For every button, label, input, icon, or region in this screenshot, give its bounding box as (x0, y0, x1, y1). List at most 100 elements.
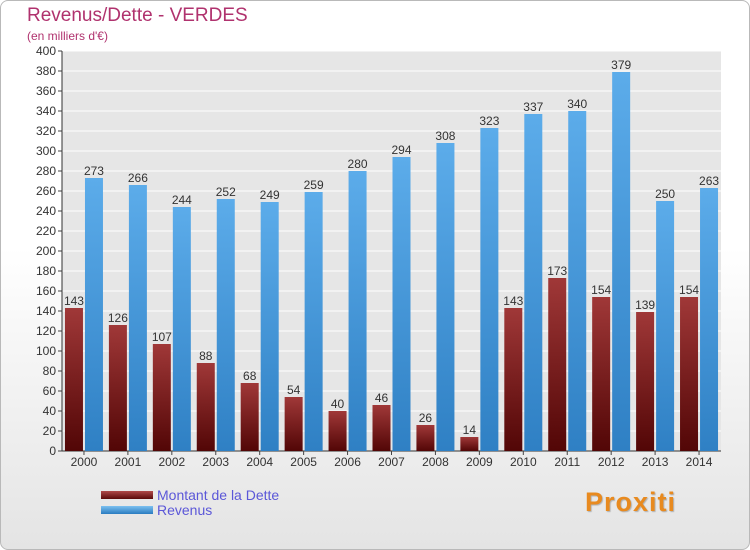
x-tick-label: 2001 (115, 455, 142, 469)
data-label-revenus: 250 (655, 187, 675, 201)
y-tick-label: 380 (36, 64, 56, 78)
data-label-dette: 68 (243, 369, 257, 383)
legend-swatch-revenus (101, 506, 153, 514)
bar-revenus (172, 207, 191, 451)
bar-dette (284, 397, 303, 451)
data-label-dette: 40 (331, 397, 345, 411)
data-label-revenus: 266 (128, 171, 148, 185)
y-tick-label: 100 (36, 344, 56, 358)
y-tick-label: 260 (36, 184, 56, 198)
data-label-revenus: 323 (479, 114, 499, 128)
data-label-revenus: 379 (611, 58, 631, 72)
y-tick-label: 220 (36, 224, 56, 238)
data-label-revenus: 252 (216, 185, 236, 199)
bar-dette (636, 312, 655, 451)
x-tick-label: 2002 (158, 455, 185, 469)
bar-revenus (568, 111, 587, 451)
data-label-dette: 139 (635, 298, 655, 312)
bar-revenus (700, 188, 719, 451)
legend-swatch-dette (101, 491, 153, 499)
data-label-revenus: 259 (304, 178, 324, 192)
data-label-dette: 143 (64, 294, 84, 308)
bar-dette (196, 363, 215, 451)
legend-label-dette: Montant de la Dette (157, 487, 280, 503)
x-tick-label: 2006 (334, 455, 361, 469)
bar-chart-plot: 0 20 40 60 80 100 120 140 160 180 200 220 240 260 280 3… (36, 44, 721, 469)
bar-dette (680, 297, 699, 451)
bar-dette (416, 425, 435, 451)
y-tick-label: 360 (36, 84, 56, 98)
bar-dette (460, 437, 479, 451)
y-tick-label: 300 (36, 144, 56, 158)
data-label-dette: 154 (679, 283, 699, 297)
proxiti-logo: Proxiti (585, 487, 677, 517)
data-label-dette: 107 (152, 330, 172, 344)
data-label-revenus: 280 (348, 157, 368, 171)
y-tick-label: 140 (36, 304, 56, 318)
y-tick-label: 80 (43, 364, 57, 378)
x-tick-label: 2013 (642, 455, 669, 469)
x-tick-label: 2003 (202, 455, 229, 469)
data-label-revenus: 340 (567, 97, 587, 111)
bar-revenus (480, 128, 499, 451)
data-label-dette: 143 (503, 294, 523, 308)
legend-label-revenus: Revenus (157, 502, 213, 518)
data-label-revenus: 294 (391, 143, 411, 157)
bar-dette (152, 344, 171, 451)
data-label-dette: 88 (199, 349, 213, 363)
x-tick-label: 2011 (554, 455, 580, 469)
bar-dette (592, 297, 611, 451)
y-tick-label: 400 (36, 44, 56, 58)
data-label-dette: 46 (375, 391, 389, 405)
data-label-dette: 126 (108, 311, 128, 325)
chart-subtitle: (en milliers d'€) (27, 29, 108, 43)
y-tick-label: 340 (36, 104, 56, 118)
bar-revenus (392, 157, 411, 451)
bar-revenus (436, 143, 455, 451)
bar-revenus (612, 72, 631, 451)
data-label-revenus: 337 (523, 100, 543, 114)
bar-revenus (348, 171, 367, 451)
y-tick-label: 280 (36, 164, 56, 178)
y-tick-label: 180 (36, 264, 56, 278)
bar-revenus (524, 114, 543, 451)
y-tick-label: 120 (36, 324, 56, 338)
data-label-revenus: 273 (84, 164, 104, 178)
bar-revenus (216, 199, 235, 451)
y-tick-label: 240 (36, 204, 56, 218)
chart-title: Revenus/Dette - VERDES (27, 5, 248, 26)
bar-revenus (656, 201, 675, 451)
data-label-dette: 54 (287, 383, 301, 397)
bar-dette (372, 405, 391, 451)
bar-dette (64, 308, 83, 451)
bar-dette (240, 383, 259, 451)
data-label-revenus: 308 (435, 129, 455, 143)
x-tick-label: 2007 (378, 455, 405, 469)
bar-dette (328, 411, 347, 451)
x-tick-label: 2014 (686, 455, 713, 469)
bar-dette (108, 325, 127, 451)
y-tick-label: 60 (43, 384, 57, 398)
x-tick-label: 2008 (422, 455, 449, 469)
x-tick-label: 2000 (71, 455, 98, 469)
data-label-revenus: 249 (260, 188, 280, 202)
x-tick-label: 2004 (246, 455, 273, 469)
y-tick-label: 160 (36, 284, 56, 298)
data-label-revenus: 244 (172, 193, 192, 207)
data-label-dette: 173 (547, 264, 567, 278)
data-label-dette: 26 (419, 411, 433, 425)
y-tick-label: 40 (43, 404, 57, 418)
bar-dette (504, 308, 523, 451)
x-tick-label: 2005 (290, 455, 317, 469)
bar-revenus (84, 178, 103, 451)
y-tick-label: 0 (49, 444, 56, 458)
data-label-revenus: 263 (699, 174, 719, 188)
data-label-dette: 14 (463, 423, 477, 437)
bar-revenus (304, 192, 323, 451)
bar-dette (548, 278, 567, 451)
x-tick-label: 2009 (466, 455, 493, 469)
data-label-dette: 154 (591, 283, 611, 297)
x-tick-label: 2010 (510, 455, 537, 469)
y-tick-label: 200 (36, 244, 56, 258)
